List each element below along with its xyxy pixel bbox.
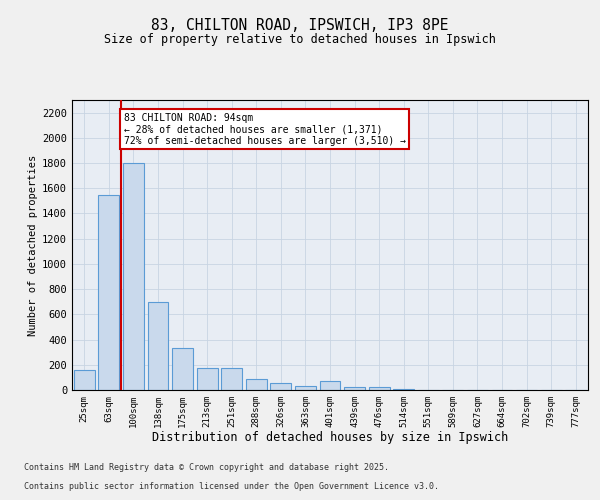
Bar: [368, 388, 389, 390]
X-axis label: Distribution of detached houses by size in Ipswich: Distribution of detached houses by size …: [152, 432, 508, 444]
Bar: [98, 194, 119, 390]
Bar: [271, 383, 292, 390]
Text: 83 CHILTON ROAD: 94sqm
← 28% of detached houses are smaller (1,371)
72% of semi-: 83 CHILTON ROAD: 94sqm ← 28% of detached…: [124, 112, 406, 146]
Bar: [344, 387, 365, 390]
Bar: [172, 348, 193, 390]
Bar: [74, 370, 95, 390]
Bar: [246, 378, 267, 390]
Text: 83, CHILTON ROAD, IPSWICH, IP3 8PE: 83, CHILTON ROAD, IPSWICH, IP3 8PE: [151, 18, 449, 32]
Text: Contains HM Land Registry data © Crown copyright and database right 2025.: Contains HM Land Registry data © Crown c…: [24, 464, 389, 472]
Bar: [148, 302, 169, 390]
Bar: [295, 386, 316, 390]
Y-axis label: Number of detached properties: Number of detached properties: [28, 154, 38, 336]
Text: Size of property relative to detached houses in Ipswich: Size of property relative to detached ho…: [104, 32, 496, 46]
Bar: [393, 388, 414, 390]
Bar: [123, 163, 144, 390]
Bar: [197, 368, 218, 390]
Text: Contains public sector information licensed under the Open Government Licence v3: Contains public sector information licen…: [24, 482, 439, 491]
Bar: [320, 381, 340, 390]
Bar: [221, 368, 242, 390]
